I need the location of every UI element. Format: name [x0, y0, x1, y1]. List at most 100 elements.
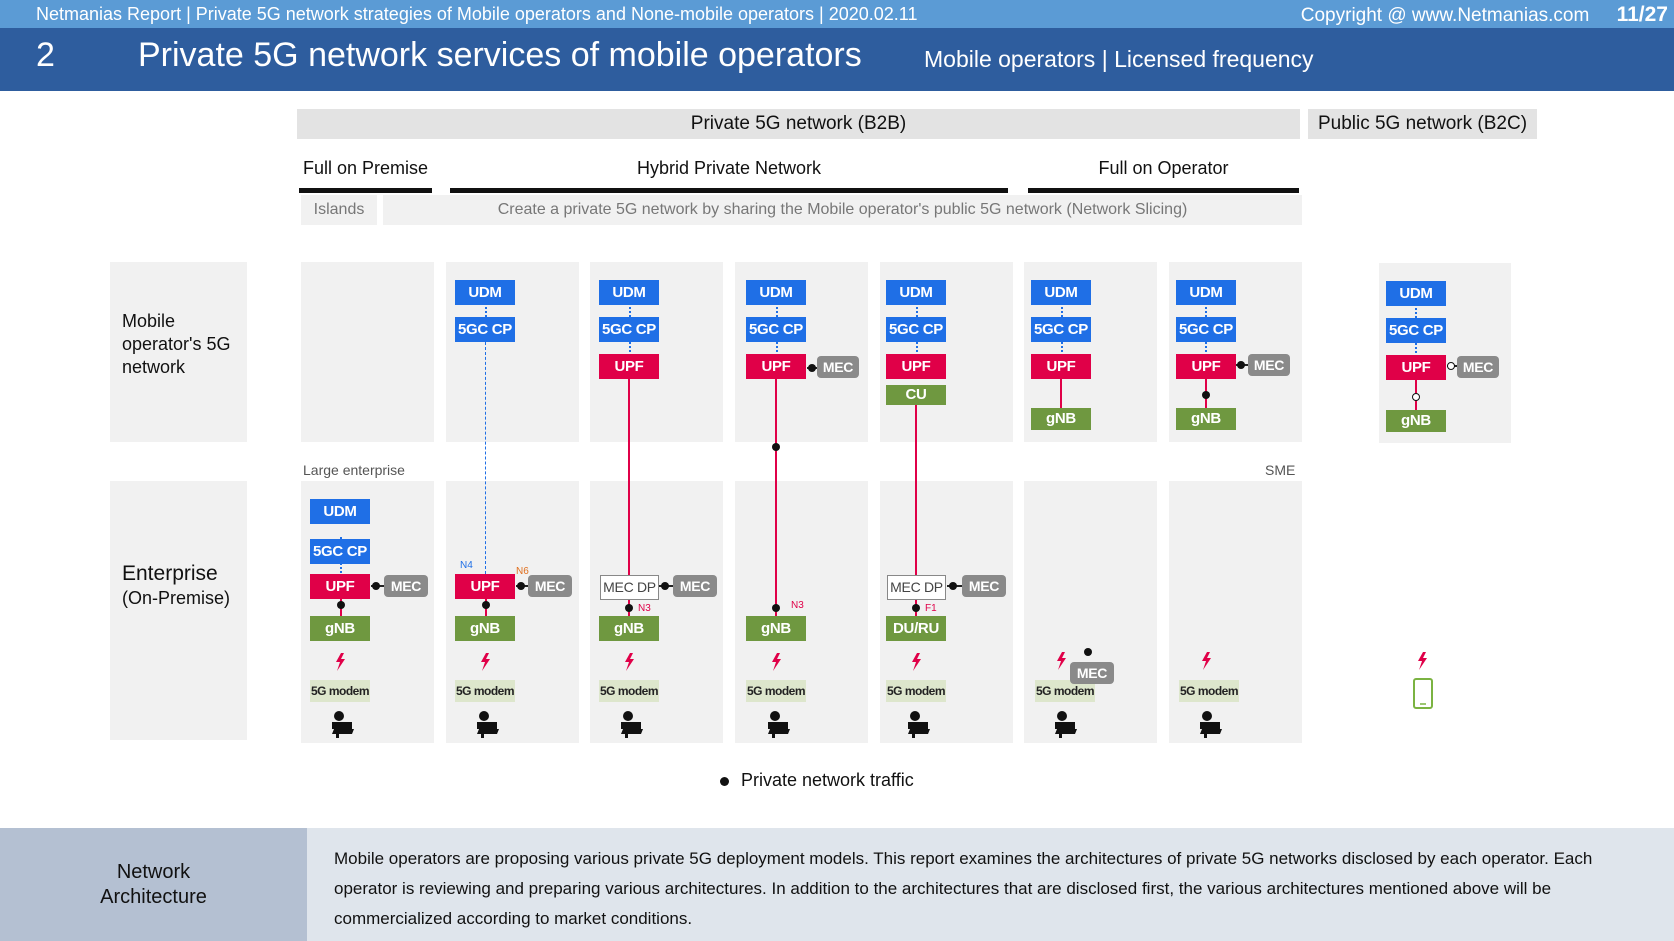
legend-dot-icon: [720, 776, 729, 786]
col1-gnb: gNB: [310, 616, 370, 641]
public-op-upf: UPF: [1386, 355, 1446, 380]
report-title: Netmanias Report | Private 5G network st…: [36, 4, 918, 24]
col1-5g-modem: 5G modem: [310, 680, 370, 702]
public-radio-signal-icon: [1418, 652, 1427, 670]
col2-enterprise-device-icon: [477, 711, 499, 738]
col4-upf-gnb-link: [775, 379, 777, 617]
col1-radio-signal-icon: [336, 653, 345, 671]
col3-gnb: gNB: [599, 616, 659, 641]
page-subtitle: Mobile operators | Licensed frequency: [924, 46, 1314, 72]
col6-radio-signal-icon: [1057, 652, 1066, 670]
col4-mid-dot: [772, 443, 780, 451]
public-gnb-dot: [1412, 393, 1420, 401]
col4-enterprise-device-icon: [768, 711, 790, 738]
col3-mec-dot: [661, 582, 669, 590]
col3-upf-mecdp-link: [628, 379, 630, 575]
col7-enterprise-panel: [1169, 481, 1302, 743]
section-number: 2: [36, 36, 55, 74]
col5-cu-mecdp-link: [915, 404, 917, 575]
title-bar: 2 Private 5G network services of mobile …: [0, 28, 1674, 91]
col5-du-ru: DU/RU: [886, 616, 946, 641]
col7-gnb-dot: [1202, 391, 1210, 399]
col6-upf-gnb-link: [1060, 379, 1062, 409]
public-op-mec: MEC: [1457, 356, 1499, 378]
col2-5g-modem: 5G modem: [455, 680, 515, 702]
col2-udm-cp-link: [485, 307, 487, 317]
col3-5g-modem: 5G modem: [599, 680, 659, 702]
col7-op-upf: UPF: [1176, 354, 1236, 379]
col5-mec: MEC: [962, 575, 1006, 597]
segment-hybrid: Hybrid Private Network: [450, 158, 1008, 193]
col6-cp-upf-link: [1061, 342, 1063, 352]
col7-5g-modem: 5G modem: [1179, 680, 1239, 702]
operator-row-header: [110, 262, 247, 442]
col5-udm-cp-link: [916, 307, 918, 317]
col6-mec-dot: [1084, 648, 1092, 656]
col7-op-udm: UDM: [1176, 280, 1236, 305]
legend: Private network traffic: [720, 770, 914, 791]
col7-op-gnb: gNB: [1176, 408, 1236, 430]
header-right: Copyright @ www.Netmanias.com 11/27: [1301, 3, 1674, 27]
col2-upf: UPF: [455, 574, 515, 599]
col4-mec-dot: [808, 364, 816, 372]
public-network-bar: Public 5G network (B2C): [1308, 109, 1537, 139]
col3-mec: MEC: [673, 575, 717, 597]
enterprise-row-label: Enterprise (On-Premise): [122, 562, 231, 608]
col2-radio-signal-icon: [481, 653, 490, 671]
col1-mec: MEC: [384, 575, 428, 597]
col4-n3-label: N3: [791, 600, 804, 611]
col6-op-udm: UDM: [1031, 280, 1091, 305]
col4-radio-signal-icon: [772, 653, 781, 671]
col4-op-upf: UPF: [746, 354, 806, 379]
col6-op-upf: UPF: [1031, 354, 1091, 379]
col3-op-5gc-cp: 5GC CP: [599, 317, 659, 342]
col7-op-mec: MEC: [1248, 354, 1290, 376]
col3-traffic-dot: [625, 604, 633, 612]
footer-label: Network Architecture: [100, 861, 207, 908]
public-mec-dot: [1447, 362, 1455, 370]
col3-cp-upf-link: [629, 342, 631, 352]
smartphone-icon: [1413, 678, 1433, 709]
col3-radio-signal-icon: [625, 653, 634, 671]
col5-mec-dot: [949, 582, 957, 590]
col1-enterprise-device-icon: [332, 711, 354, 738]
sme-label: SME: [1265, 462, 1296, 478]
col7-mec-dot: [1237, 361, 1245, 369]
col2-traffic-dot: [482, 601, 490, 609]
col4-op-mec: MEC: [817, 356, 859, 378]
col7-cp-upf-link: [1205, 342, 1207, 352]
col7-udm-cp-link: [1205, 307, 1207, 317]
col2-enterprise-panel: [446, 481, 579, 743]
page-number: 11/27: [1616, 3, 1668, 26]
col1-operator-panel: [301, 262, 434, 442]
col7-enterprise-device-icon: [1200, 711, 1222, 738]
col2-n4-link: [485, 342, 486, 574]
col4-traffic-dot: [772, 604, 780, 612]
col6-enterprise-device-icon: [1055, 711, 1077, 738]
col6-op-gnb: gNB: [1031, 408, 1091, 430]
col5-op-udm: UDM: [886, 280, 946, 305]
segment-full-on-operator: Full on Operator: [1028, 158, 1299, 193]
col3-enterprise-panel: [590, 481, 723, 743]
report-header-bar: Netmanias Report | Private 5G network st…: [0, 0, 1674, 28]
col5-op-upf: UPF: [886, 354, 946, 379]
footer-text-box: Mobile operators are proposing various p…: [307, 828, 1674, 941]
col5-enterprise-device-icon: [908, 711, 930, 738]
col4-op-udm: UDM: [746, 280, 806, 305]
large-enterprise-label: Large enterprise: [303, 462, 405, 478]
public-cp-upf-link: [1415, 343, 1417, 353]
col4-cp-upf-link: [776, 342, 778, 352]
col6-enterprise-panel: [1024, 481, 1157, 743]
public-op-gnb: gNB: [1386, 410, 1446, 432]
col5-op-5gc-cp: 5GC CP: [886, 317, 946, 342]
col3-enterprise-device-icon: [621, 711, 643, 738]
col7-op-5gc-cp: 5GC CP: [1176, 317, 1236, 342]
col2-op-5gc-cp: 5GC CP: [455, 317, 515, 342]
col1-cp-upf-link: [340, 563, 342, 573]
sharing-label: Create a private 5G network by sharing t…: [383, 195, 1302, 225]
col1-upf: UPF: [310, 574, 370, 599]
col3-op-upf: UPF: [599, 354, 659, 379]
private-network-bar: Private 5G network (B2B): [297, 109, 1300, 139]
col3-n3-label: N3: [638, 603, 651, 614]
legend-label: Private network traffic: [741, 770, 914, 790]
